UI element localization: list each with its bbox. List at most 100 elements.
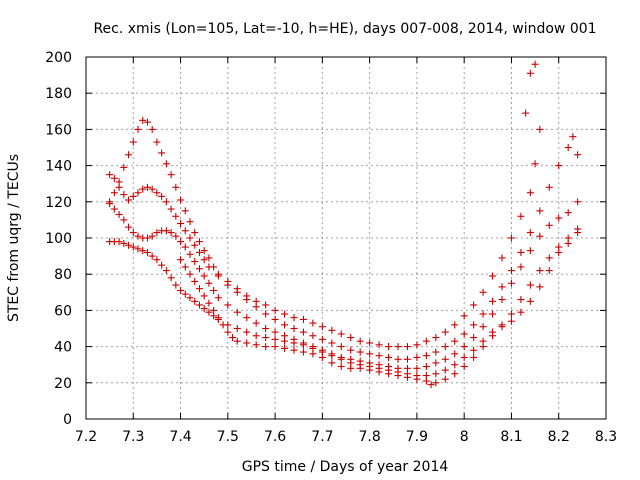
data-point-upper — [526, 189, 534, 197]
x-tick-label: 7.3 — [122, 429, 144, 445]
y-tick-label: 60 — [54, 303, 72, 319]
data-point-upper-mid — [375, 352, 383, 360]
data-point-upper-mid — [318, 335, 326, 343]
data-point-lower-mid — [470, 346, 478, 354]
data-point-upper-mid — [432, 348, 440, 356]
axis-ticks — [85, 56, 607, 420]
data-point-upper — [498, 254, 506, 262]
data-point-lower — [413, 375, 421, 383]
data-point-lower — [460, 363, 468, 371]
data-point-upper — [403, 343, 411, 351]
data-point-lower-mid — [507, 310, 515, 318]
data-point-lower — [526, 297, 534, 305]
x-tick-label: 8 — [460, 429, 469, 445]
data-point-middle — [205, 279, 213, 287]
data-point-lower — [574, 229, 582, 237]
data-point-lower-mid — [195, 301, 203, 309]
data-point-lower — [200, 292, 208, 300]
data-point-upper-mid — [403, 355, 411, 363]
data-point-upper — [479, 288, 487, 296]
data-point-lower-mid — [460, 353, 468, 361]
data-point-lower — [432, 379, 440, 387]
data-point-upper — [441, 328, 449, 336]
data-point-upper-mid — [200, 256, 208, 264]
data-point-upper-mid — [243, 296, 251, 304]
data-point-upper — [191, 229, 199, 237]
data-point-upper — [460, 312, 468, 320]
data-point-upper — [489, 272, 497, 280]
data-point-middle — [200, 272, 208, 280]
y-tick-label: 200 — [45, 50, 72, 66]
data-point-upper-mid — [158, 192, 166, 200]
data-point-middle — [498, 296, 506, 304]
data-point-upper — [347, 334, 355, 342]
data-point-upper — [200, 247, 208, 255]
data-point-middle — [460, 343, 468, 351]
data-point-middle — [177, 238, 185, 246]
data-point-upper-mid — [153, 189, 161, 197]
data-point-lower — [347, 364, 355, 372]
data-point-lower-mid — [129, 243, 137, 251]
data-point-middle — [479, 323, 487, 331]
y-tick-label: 100 — [45, 231, 72, 247]
data-point-upper-mid — [134, 189, 142, 197]
data-point-upper-mid — [536, 207, 544, 215]
data-point-upper — [195, 238, 203, 246]
data-points — [106, 60, 582, 389]
data-point-upper — [318, 323, 326, 331]
data-point-upper — [134, 125, 142, 133]
data-point-upper — [531, 60, 539, 68]
data-point-middle — [143, 234, 151, 242]
data-point-lower — [555, 248, 563, 256]
data-point-upper-mid — [172, 212, 180, 220]
data-point-middle — [432, 359, 440, 367]
data-point-upper-mid — [507, 267, 515, 275]
data-point-upper-mid — [129, 192, 137, 200]
data-point-upper-mid — [328, 339, 336, 347]
x-tick-label: 7.8 — [359, 429, 381, 445]
data-point-upper-mid — [394, 355, 402, 363]
data-point-middle — [252, 319, 260, 327]
data-point-upper — [167, 171, 175, 179]
data-point-upper — [158, 149, 166, 157]
data-point-upper — [186, 218, 194, 226]
x-tick-label: 8.3 — [595, 429, 617, 445]
data-point-upper-mid — [545, 183, 553, 191]
data-point-lower — [271, 343, 279, 351]
data-point-upper — [299, 315, 307, 323]
data-point-upper — [394, 343, 402, 351]
data-point-lower-mid — [517, 296, 525, 304]
data-point-lower-mid — [158, 261, 166, 269]
data-point-middle — [167, 229, 175, 237]
data-point-upper-mid — [110, 174, 118, 182]
data-point-upper-mid — [195, 248, 203, 256]
data-point-lower-mid — [526, 281, 534, 289]
data-point-lower — [427, 381, 435, 389]
data-point-lower-mid — [153, 256, 161, 264]
data-point-lower-mid — [233, 325, 241, 332]
data-point-upper-mid — [470, 321, 478, 329]
data-point-middle — [162, 227, 170, 235]
data-point-upper-mid — [441, 343, 449, 351]
data-point-upper-mid — [262, 310, 270, 318]
data-point-lower — [451, 370, 459, 378]
data-point-middle — [120, 216, 128, 224]
data-point-lower-mid — [167, 274, 175, 282]
x-tick-label: 8.1 — [500, 429, 522, 445]
data-point-upper-mid — [143, 183, 151, 191]
data-point-upper-mid — [290, 325, 298, 332]
data-point-lower — [498, 323, 506, 331]
data-point-upper-mid — [120, 191, 128, 199]
data-point-lower — [229, 334, 237, 342]
data-point-upper-mid — [366, 350, 374, 358]
data-point-middle — [507, 279, 515, 287]
data-point-upper-mid — [555, 162, 563, 170]
y-tick-labels: 0 20 40 60 80 100 120 140 160 180 200 — [45, 50, 72, 428]
x-axis-title: GPS time / Days of year 2014 — [242, 459, 449, 475]
data-point-lower-mid — [281, 337, 289, 345]
data-point-upper-mid — [281, 321, 289, 329]
data-point-upper-mid — [385, 353, 393, 361]
data-point-upper-mid — [564, 144, 572, 151]
data-point-upper — [536, 125, 544, 133]
